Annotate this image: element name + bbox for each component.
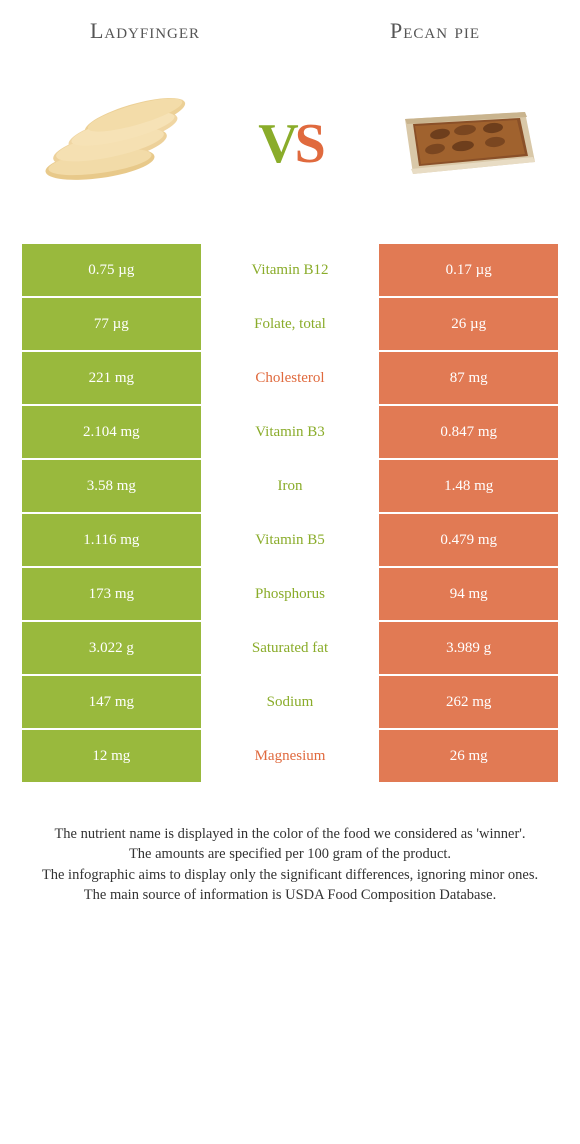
nutrient-name: Iron — [201, 460, 380, 512]
right-value: 3.989 g — [379, 622, 558, 674]
left-value: 0.75 µg — [22, 244, 201, 296]
left-value: 77 µg — [22, 298, 201, 350]
comparison-table: 0.75 µgVitamin B120.17 µg77 µgFolate, to… — [22, 244, 558, 784]
left-value: 2.104 mg — [22, 406, 201, 458]
left-value: 1.116 mg — [22, 514, 201, 566]
nutrient-name: Phosphorus — [201, 568, 380, 620]
nutrient-name: Vitamin B5 — [201, 514, 380, 566]
title-right: Pecan pie — [290, 18, 580, 44]
footer-line: The nutrient name is displayed in the co… — [35, 824, 545, 844]
left-value: 3.58 mg — [22, 460, 201, 512]
nutrient-name: Magnesium — [201, 730, 380, 782]
table-row: 1.116 mgVitamin B50.479 mg — [22, 514, 558, 568]
header: Ladyfinger Pecan pie — [0, 0, 580, 54]
table-row: 77 µgFolate, total26 µg — [22, 298, 558, 352]
right-value: 26 µg — [379, 298, 558, 350]
images-row: VS — [0, 54, 580, 244]
vs-s: S — [295, 113, 322, 175]
nutrient-name: Folate, total — [201, 298, 380, 350]
table-row: 12 mgMagnesium26 mg — [22, 730, 558, 784]
footer-notes: The nutrient name is displayed in the co… — [0, 784, 580, 905]
title-left: Ladyfinger — [0, 18, 290, 44]
table-row: 147 mgSodium262 mg — [22, 676, 558, 730]
table-row: 173 mgPhosphorus94 mg — [22, 568, 558, 622]
table-row: 2.104 mgVitamin B30.847 mg — [22, 406, 558, 460]
right-value: 0.479 mg — [379, 514, 558, 566]
table-row: 3.58 mgIron1.48 mg — [22, 460, 558, 514]
table-row: 0.75 µgVitamin B120.17 µg — [22, 244, 558, 298]
footer-line: The main source of information is USDA F… — [35, 885, 545, 905]
left-value: 221 mg — [22, 352, 201, 404]
nutrient-name: Cholesterol — [201, 352, 380, 404]
nutrient-name: Sodium — [201, 676, 380, 728]
footer-line: The amounts are specified per 100 gram o… — [35, 844, 545, 864]
left-value: 147 mg — [22, 676, 201, 728]
left-value: 12 mg — [22, 730, 201, 782]
left-value: 173 mg — [22, 568, 201, 620]
right-value: 0.17 µg — [379, 244, 558, 296]
nutrient-name: Vitamin B3 — [201, 406, 380, 458]
right-value: 87 mg — [379, 352, 558, 404]
left-value: 3.022 g — [22, 622, 201, 674]
right-value: 1.48 mg — [379, 460, 558, 512]
footer-line: The infographic aims to display only the… — [35, 865, 545, 885]
table-row: 3.022 gSaturated fat3.989 g — [22, 622, 558, 676]
right-value: 0.847 mg — [379, 406, 558, 458]
right-value: 262 mg — [379, 676, 558, 728]
ladyfinger-image — [35, 84, 195, 204]
right-value: 26 mg — [379, 730, 558, 782]
vs-label: VS — [258, 112, 322, 176]
vs-v: V — [258, 113, 294, 175]
right-value: 94 mg — [379, 568, 558, 620]
nutrient-name: Saturated fat — [201, 622, 380, 674]
nutrient-name: Vitamin B12 — [201, 244, 380, 296]
table-row: 221 mgCholesterol87 mg — [22, 352, 558, 406]
pecan-pie-image — [385, 84, 545, 204]
